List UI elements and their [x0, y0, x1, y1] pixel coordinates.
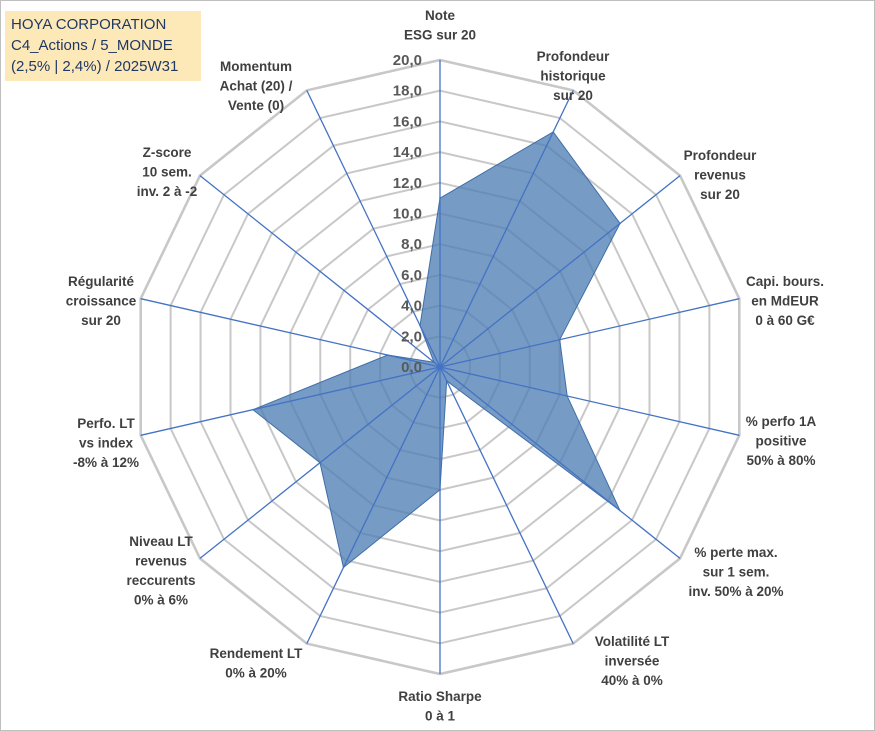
axis-label-line: en MdEUR	[751, 294, 819, 309]
axis-label-line: Note	[425, 8, 455, 23]
axis-label: Volatilité LT inversée 40% à 0%	[595, 634, 670, 688]
axis-label: Rendement LT 0% à 20%	[210, 646, 304, 681]
axis-label-line: revenus	[135, 554, 187, 569]
tick-label: 18,0	[393, 83, 422, 100]
axis-label-line: Momentum	[220, 59, 292, 74]
axis-label-line: 0 à 1	[425, 709, 456, 724]
axis-label-line: croissance	[66, 294, 137, 309]
axis-label-line: Volatilité LT	[595, 634, 670, 649]
axis-spoke	[140, 298, 441, 368]
axis-label-line: sur 20	[700, 187, 740, 202]
axis-spoke	[439, 90, 574, 368]
tick-label: 4,0	[401, 298, 422, 315]
axis-label: Note ESG sur 20	[404, 8, 476, 43]
axis-label: Profondeur revenus sur 20	[684, 148, 757, 202]
axis-label-line: 0% à 6%	[134, 593, 188, 608]
axis-label-line: 10 sem.	[142, 165, 192, 180]
axis-label: Niveau LT revenus reccurents 0% à 6%	[126, 534, 195, 608]
axis-spoke	[306, 366, 441, 644]
axis-label-line: Niveau LT	[129, 534, 193, 549]
axis-label-line: reccurents	[126, 573, 195, 588]
axis-label: % perfo 1A positive 50% à 80%	[746, 414, 817, 468]
tick-label: 16,0	[393, 113, 422, 130]
axis-label-line: Régularité	[68, 274, 135, 289]
axis-label-line: vs index	[79, 436, 134, 451]
axis-label-line: sur 20	[81, 313, 121, 328]
axis-label-line: 0 à 60 G€	[755, 313, 815, 328]
axis-label-line: historique	[540, 69, 606, 84]
tick-label: 6,0	[401, 267, 422, 284]
axis-label: % perte max. sur 1 sem. inv. 50% à 20%	[688, 545, 783, 599]
axis-label-line: Z-score	[143, 145, 192, 160]
series-area	[251, 131, 621, 569]
radar-spokes	[140, 60, 740, 674]
axis-label-line: sur 20	[553, 88, 593, 103]
axis-label-line: ESG sur 20	[404, 28, 476, 43]
axis-label-line: Achat (20) /	[220, 79, 293, 94]
category-line: C4_Actions / 5_MONDE	[11, 37, 173, 54]
axis-spoke	[439, 366, 740, 436]
axis-label: Régularité croissance sur 20	[66, 274, 137, 328]
axis-label-line: revenus	[694, 168, 746, 183]
axis-label: Momentum Achat (20) / Vente (0)	[220, 59, 293, 113]
axis-label-line: Profondeur	[684, 148, 757, 163]
axis-label: Z-score 10 sem. inv. 2 à -2	[137, 145, 198, 199]
tick-label: 20,0	[393, 52, 422, 69]
axis-label-line: Vente (0)	[228, 98, 284, 113]
axis-label-line: % perte max.	[694, 545, 777, 560]
tick-label: 10,0	[393, 206, 422, 223]
axis-label-line: 0% à 20%	[225, 666, 287, 681]
axis-label-line: Perfo. LT	[77, 416, 135, 431]
tick-label: 12,0	[393, 175, 422, 192]
period-line: (2,5% | 2,4%) / 2025W31	[11, 58, 179, 75]
axis-label-line: Ratio Sharpe	[398, 689, 482, 704]
axis-label-line: -8% à 12%	[73, 455, 139, 470]
axis-label-line: Profondeur	[537, 49, 610, 64]
tick-label: 0,0	[401, 359, 422, 376]
tick-label: 8,0	[401, 236, 422, 253]
radar-tick-labels: 0,0 2,0 4,0 6,0 8,0 10,0 12,0 14,0 16,0 18,0 20,0	[393, 52, 422, 376]
axis-label-line: % perfo 1A	[746, 414, 817, 429]
axis-label-line: 50% à 80%	[746, 453, 815, 468]
axis-label-line: Rendement LT	[210, 646, 304, 661]
radar-series	[251, 131, 621, 569]
chart-title-box: HOYA CORPORATION C4_Actions / 5_MONDE (2…	[5, 11, 201, 81]
axis-spoke	[439, 298, 740, 368]
axis-label-line: sur 1 sem.	[703, 565, 770, 580]
axis-label-line: inversée	[605, 654, 660, 669]
tick-label: 14,0	[393, 144, 422, 161]
axis-spoke	[199, 366, 441, 559]
axis-label-line: positive	[755, 434, 807, 449]
axis-spoke	[199, 175, 441, 368]
axis-spoke	[306, 90, 441, 368]
radar-axis-labels: Note ESG sur 20 Profondeur historique sur 20…	[66, 8, 824, 724]
axis-label: Perfo. LT vs index -8% à 12%	[73, 416, 139, 470]
axis-spoke	[140, 366, 441, 436]
axis-label: Ratio Sharpe 0 à 1	[398, 689, 482, 724]
axis-label: Capi. bours. en MdEUR 0 à 60 G€	[746, 274, 824, 328]
axis-spoke	[439, 366, 681, 559]
axis-label-line: inv. 2 à -2	[137, 184, 198, 199]
axis-label: Profondeur historique sur 20	[537, 49, 610, 103]
axis-spoke	[439, 175, 681, 368]
axis-spoke	[439, 366, 574, 644]
company-name: HOYA CORPORATION	[11, 16, 167, 33]
axis-label-line: Capi. bours.	[746, 274, 824, 289]
axis-label-line: inv. 50% à 20%	[688, 584, 783, 599]
tick-label: 2,0	[401, 328, 422, 345]
axis-label-line: 40% à 0%	[601, 673, 663, 688]
